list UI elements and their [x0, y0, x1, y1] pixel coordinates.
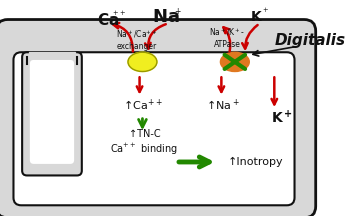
FancyBboxPatch shape [13, 52, 294, 205]
Text: $\mathbf{Na}$: $\mathbf{Na}$ [152, 8, 180, 26]
Text: Na$^+$/K$^+$-
ATPase: Na$^+$/K$^+$- ATPase [209, 26, 245, 49]
FancyBboxPatch shape [0, 20, 316, 218]
Text: $^{++}$: $^{++}$ [112, 10, 126, 20]
Ellipse shape [128, 52, 157, 72]
Text: $\mathbf{K^+}$: $\mathbf{K^+}$ [271, 109, 293, 126]
Bar [29, 52, 75, 67]
Text: $^+$: $^+$ [174, 7, 183, 17]
Text: Digitalis: Digitalis [274, 33, 345, 48]
Text: ↑Inotropy: ↑Inotropy [227, 157, 283, 167]
FancyBboxPatch shape [30, 60, 74, 164]
Text: ↑Na$^+$: ↑Na$^+$ [206, 97, 240, 113]
FancyBboxPatch shape [22, 52, 82, 175]
Text: $\mathbf{K}$: $\mathbf{K}$ [250, 10, 264, 24]
Text: $\mathbf{Ca}$: $\mathbf{Ca}$ [97, 11, 119, 28]
Ellipse shape [220, 52, 249, 72]
Text: ↑TN-C
Ca$^{++}$ binding: ↑TN-C Ca$^{++}$ binding [111, 128, 178, 157]
Text: $^+$: $^+$ [260, 7, 269, 17]
Text: Na$^+$/Ca$^{++}$
exchanger: Na$^+$/Ca$^{++}$ exchanger [116, 28, 158, 51]
Text: ↑Ca$^{++}$: ↑Ca$^{++}$ [122, 97, 162, 113]
